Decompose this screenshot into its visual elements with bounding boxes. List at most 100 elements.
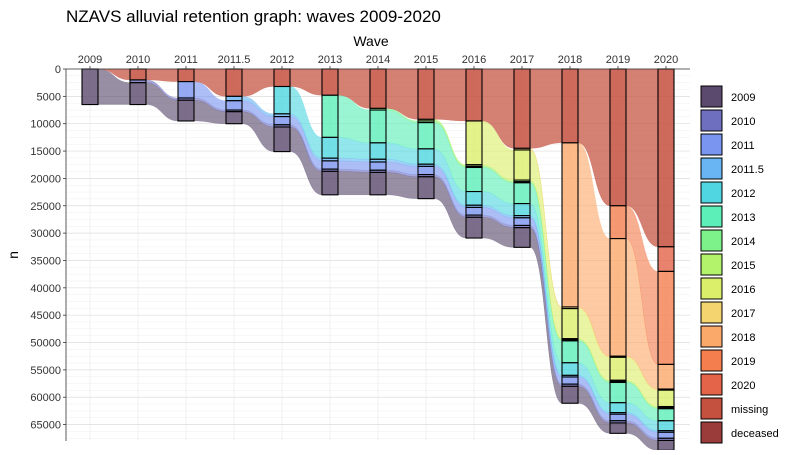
x-tick-label: 2017 [510, 54, 534, 66]
x-tick-label: 2012 [270, 54, 294, 66]
stack-segment-2011 [225, 100, 243, 111]
stack-segment-2012 [513, 203, 531, 217]
stack-segment-2009 [609, 422, 627, 434]
stack-segment-2018 [561, 142, 579, 308]
flow-missing [529, 68, 563, 149]
legend-swatch [700, 349, 723, 372]
legend-label: 2013 [731, 212, 755, 224]
legend-swatch [700, 85, 723, 108]
y-tick-label: 0 [55, 64, 61, 76]
legend-swatch [700, 325, 723, 348]
stack-segment-missing [561, 68, 579, 144]
stack-segment-missing [657, 68, 675, 248]
axis-layer: 0 5000 10000 15000 20000 25000 30000 35000 40000… [30, 54, 690, 441]
stack-segment-2009 [657, 439, 675, 451]
legend-label: 2017 [731, 308, 755, 320]
stack-segment-2013 [369, 109, 387, 144]
legend-swatch [700, 157, 723, 180]
stack-segment-2016 [609, 356, 627, 381]
legend-swatch [700, 253, 723, 276]
y-tick-label: 20000 [30, 173, 61, 185]
legend-swatch [700, 109, 723, 132]
stack-segment-2016 [657, 389, 675, 408]
x-tick-label: 2013 [318, 54, 342, 66]
stack-segment-2011 [561, 376, 579, 385]
legend-label: 2014 [731, 236, 755, 248]
y-tick-label: 35000 [30, 255, 61, 267]
legend-label: 2009 [731, 92, 755, 104]
legend-swatch [700, 421, 723, 444]
x-tick-label: 2018 [558, 54, 582, 66]
y-tick-label: 30000 [30, 228, 61, 240]
y-tick-label: 5000 [37, 91, 61, 103]
stack-segment-missing [609, 68, 627, 207]
stack-segment-2013 [465, 166, 483, 193]
stack-segment-missing [273, 68, 291, 88]
legend-swatch [700, 277, 723, 300]
x-tick-label: 2010 [126, 54, 150, 66]
stack-segment-missing [225, 68, 243, 97]
legend-label: 2015 [731, 260, 755, 272]
stack-segment-2018 [609, 238, 627, 357]
stack-segment-2009 [225, 111, 243, 125]
legend-label: 2012 [731, 188, 755, 200]
stack-segment-2013 [657, 408, 675, 422]
stack-segment-2013 [609, 381, 627, 404]
y-tick-label: 60000 [30, 392, 61, 404]
stack-segment-2011 [657, 431, 675, 439]
x-tick-label: 2020 [654, 54, 678, 66]
stack-segment-2016 [513, 149, 531, 181]
stack-segment-2011 [513, 217, 531, 227]
stack-segment-2012 [417, 148, 435, 165]
legend-label: 2011.5 [731, 164, 764, 176]
stack-segment-2011 [177, 81, 195, 99]
stack-segment-2011 [369, 161, 387, 171]
stack-segment-2009 [369, 171, 387, 196]
flow-layer [97, 68, 659, 451]
stack-segment-2012 [465, 190, 483, 206]
stack-segment-missing [177, 68, 195, 83]
legend-swatch [700, 205, 723, 228]
stack-segment-2011 [321, 160, 339, 170]
y-tick-label: 65000 [30, 420, 61, 432]
stack-segment-2012 [561, 362, 579, 376]
x-tick-label: 2009 [78, 54, 102, 66]
x-tick-label: 2019 [606, 54, 630, 66]
stack-segment-2011 [465, 206, 483, 216]
stack-segment-2009 [177, 99, 195, 122]
legend-label: 2010 [731, 116, 755, 128]
stack-segment-2009 [81, 68, 99, 106]
stack-segment-missing [417, 68, 435, 120]
legend-label: 2016 [731, 284, 755, 296]
stack-segment-2013 [321, 94, 339, 138]
stack-segment-2009 [513, 227, 531, 248]
flow-2019 [625, 205, 659, 365]
legend-label: 2020 [731, 380, 755, 392]
legend-swatch [700, 301, 723, 324]
legend-label: 2019 [731, 356, 755, 368]
legend-swatch [700, 133, 723, 156]
x-tick-label: 2015 [414, 54, 438, 66]
flow-missing [241, 68, 275, 97]
stack-segment-2019 [609, 205, 627, 240]
stack-segment-2012 [657, 420, 675, 432]
stack-segment-2013 [417, 122, 435, 150]
flow-missing [145, 68, 179, 82]
stack-segment-2011 [609, 413, 627, 422]
stack-segment-2016 [465, 120, 483, 166]
legend-swatch [700, 229, 723, 252]
stack-segment-missing [513, 68, 531, 149]
stack-segment-2013 [561, 340, 579, 364]
y-tick-label: 10000 [30, 119, 61, 131]
stack-segment-2016 [561, 308, 579, 340]
legend-label: deceased [731, 428, 779, 440]
legend-swatch [700, 397, 723, 420]
stack-segment-2019 [657, 270, 675, 365]
stack-segment-2011 [417, 165, 435, 176]
legend-label: 2011 [731, 140, 755, 152]
legend-label: 2018 [731, 332, 755, 344]
legend-swatch [700, 373, 723, 396]
stack-segment-2009 [129, 82, 147, 106]
y-tick-label: 50000 [30, 338, 61, 350]
